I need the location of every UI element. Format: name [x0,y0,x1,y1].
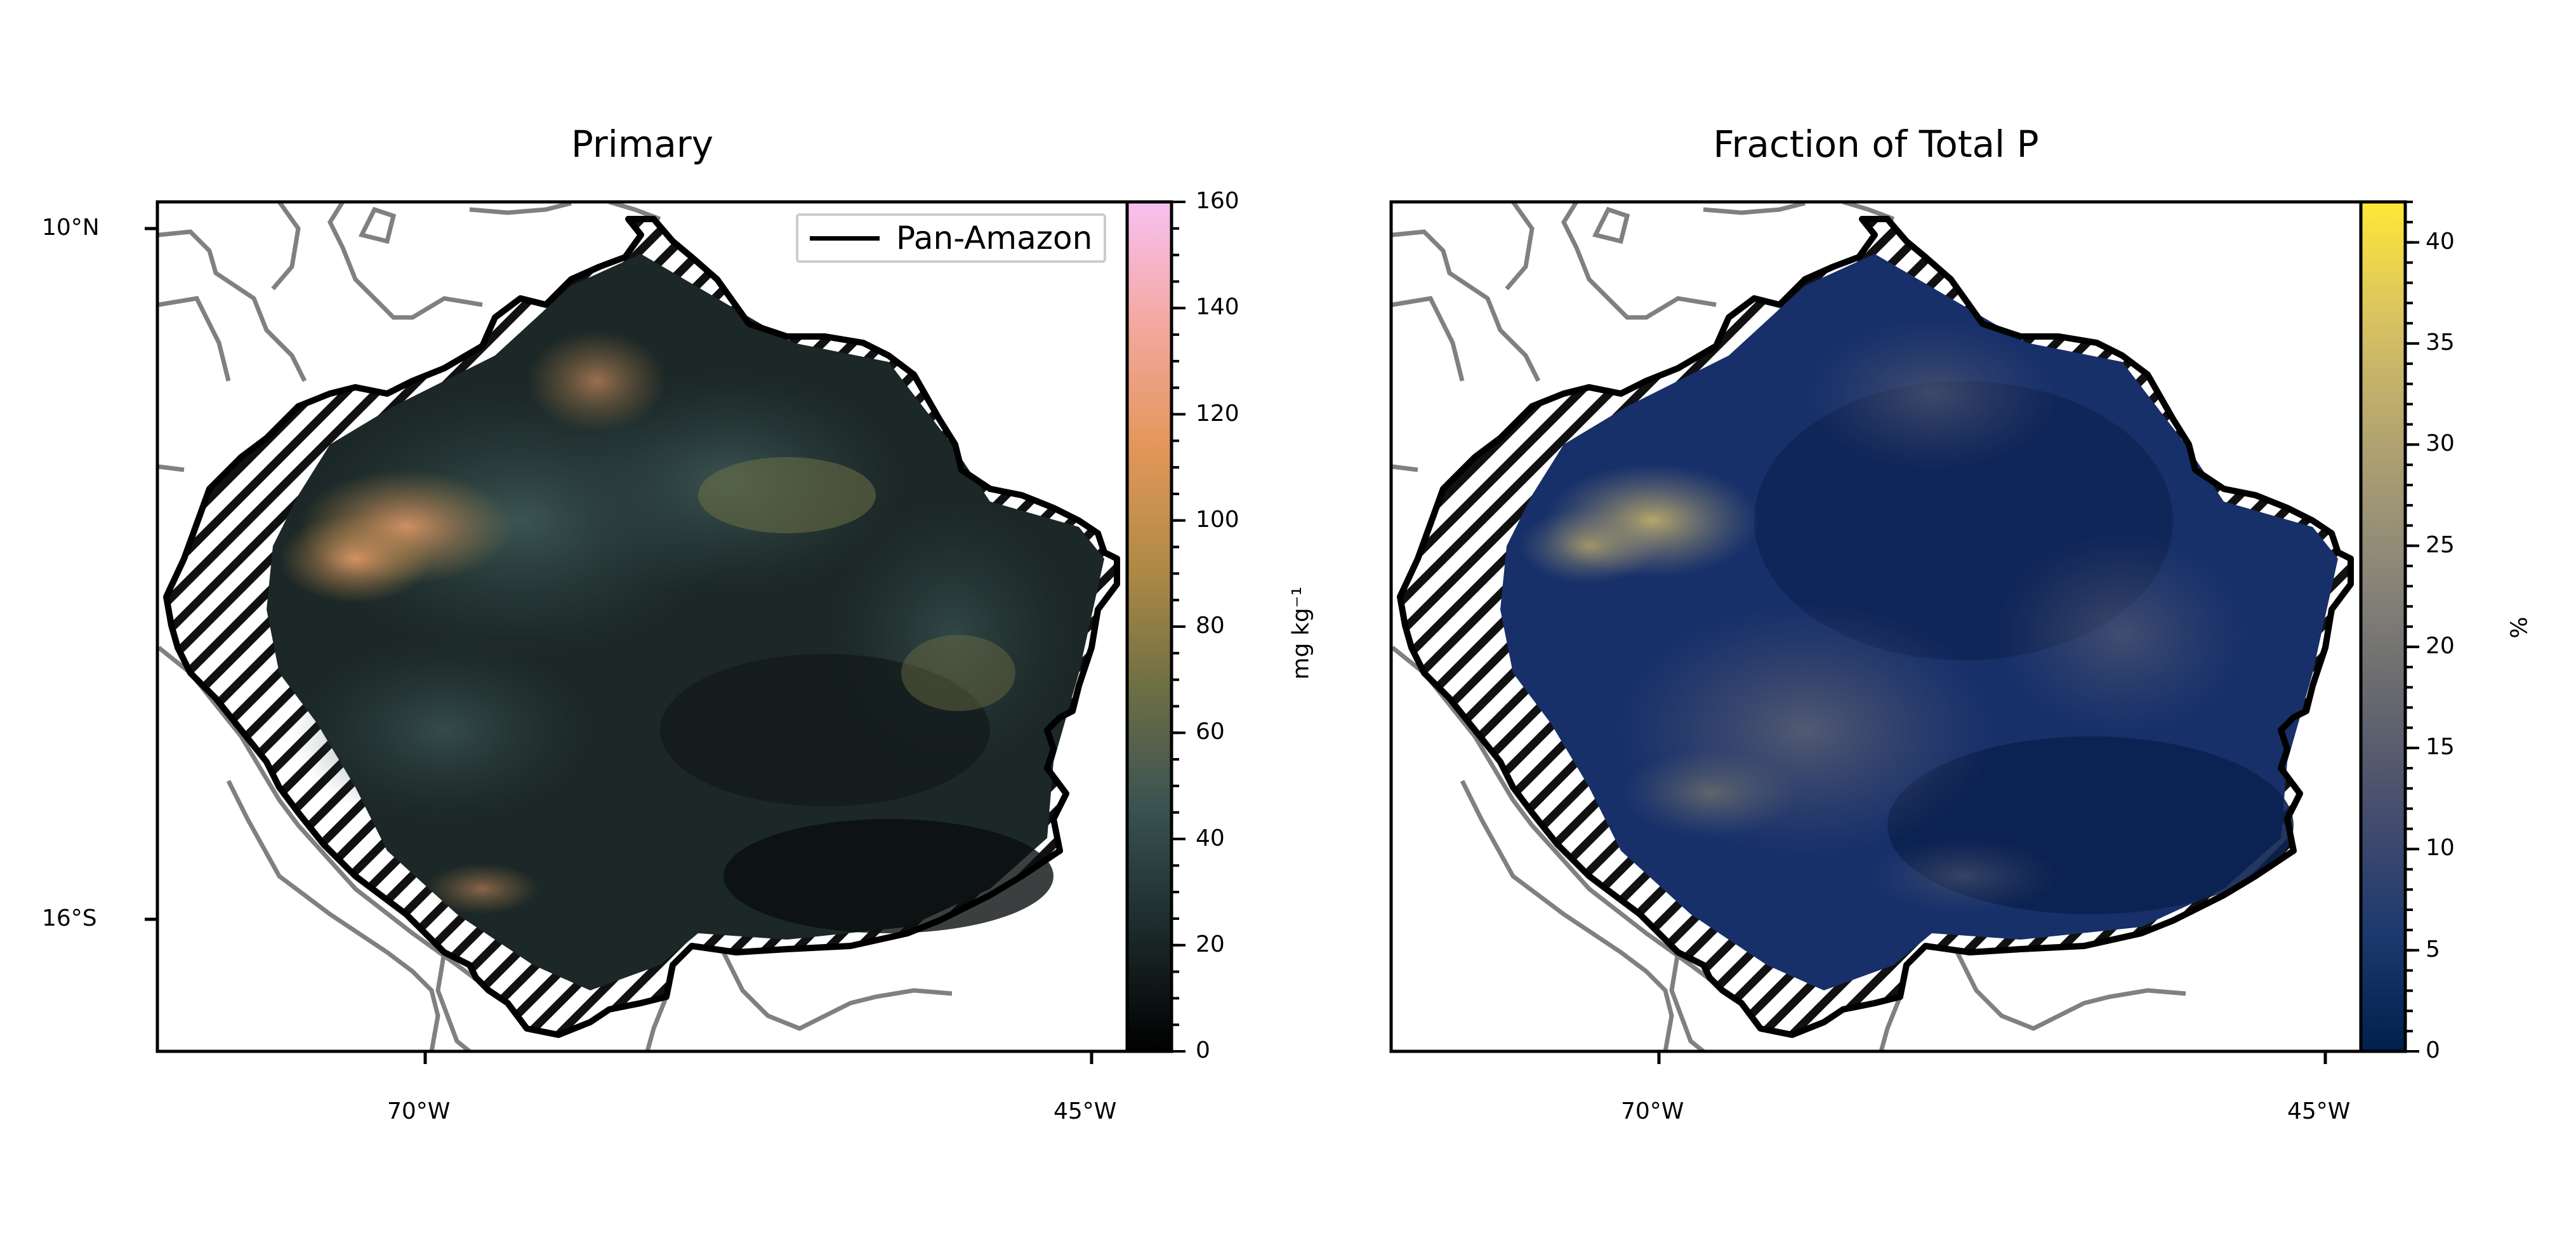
colorbar-ticks-fraction [2405,201,2419,1053]
colorbar-tick-label: 0 [2426,1037,2440,1063]
panel-fraction [1389,200,2419,1064]
colorbar-title-fraction: % [2506,616,2533,639]
title-fraction: Fraction of Total P [1713,123,2039,166]
panel-primary [145,200,1186,1064]
colorbar-primary [1127,202,1172,1051]
colorbar-tick-label: 35 [2426,329,2455,356]
colorbar-tick-label: 80 [1196,613,1225,639]
colorbar-ticks-primary [1172,201,1186,1053]
colorbar-tick-label: 20 [1196,931,1225,957]
y-tick-label: 10°N [42,215,100,241]
x-tick-label: 70°W [387,1098,451,1124]
legend-label: Pan-Amazon [896,220,1093,256]
title-primary: Primary [571,123,714,166]
x-tick-label: 45°W [1054,1098,1117,1124]
colorbar-tick-label: 15 [2426,734,2455,761]
legend: Pan-Amazon [796,213,1107,263]
colorbar-tick-label: 0 [1196,1037,1210,1063]
colorbar-tick-label: 60 [1196,719,1225,745]
colorbar-tick-label: 5 [2426,936,2440,962]
colorbar-fraction [2361,202,2405,1051]
colorbar-title-primary: mg kg⁻¹ [1288,587,1314,680]
colorbar-tick-label: 100 [1196,506,1239,533]
colorbar-tick-label: 25 [2426,531,2455,558]
axis-ticks-fraction [1657,1051,2327,1064]
colorbar-tick-label: 120 [1196,400,1239,427]
axis-ticks-primary [145,227,1093,1064]
colorbar-tick-label: 40 [2426,228,2455,255]
colorbar-tick-label: 160 [1196,188,1239,214]
colorbar-tick-label: 10 [2426,835,2455,862]
colorbar-tick-label: 140 [1196,294,1239,321]
colorbar-tick-label: 20 [2426,632,2455,659]
colorbar-tick-label: 30 [2426,430,2455,457]
y-tick-label: 16°S [42,905,97,931]
heatmap-primary [166,219,1117,1035]
x-tick-label: 70°W [1621,1098,1684,1124]
legend-line-icon [810,236,880,241]
x-tick-label: 45°W [2287,1098,2351,1124]
heatmap-fraction [1400,219,2351,1035]
colorbar-tick-label: 40 [1196,825,1225,851]
